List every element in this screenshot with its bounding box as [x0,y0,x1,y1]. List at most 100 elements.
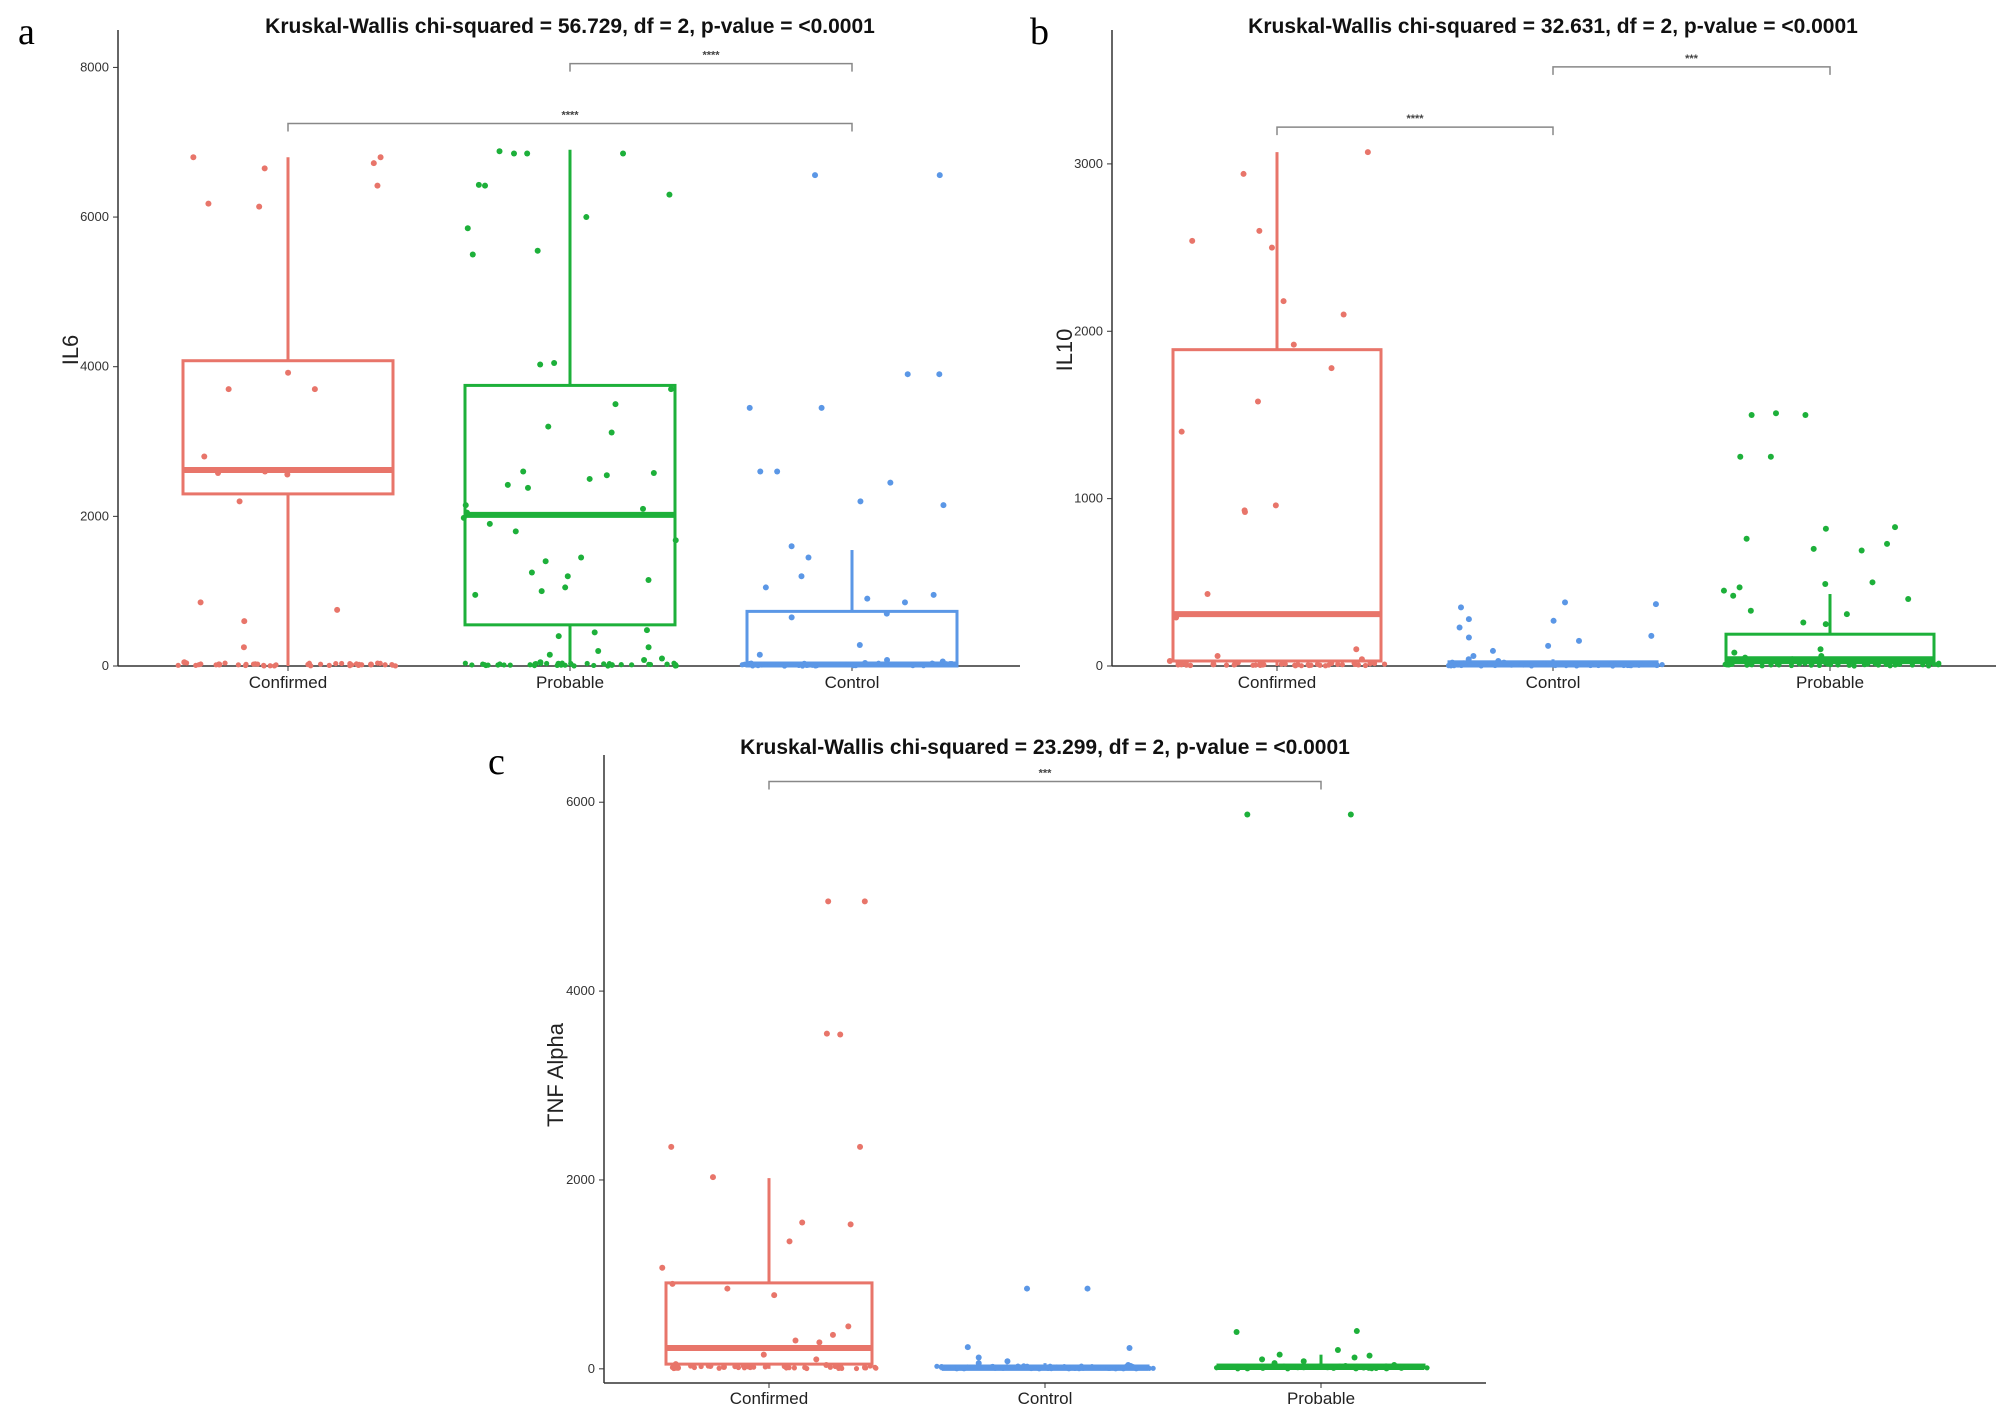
data-point-confirmed [1306,662,1312,669]
data-point-confirmed [311,386,318,393]
data-point-control [757,468,764,475]
data-point-confirmed [1223,662,1230,668]
data-point-probable [664,661,670,667]
data-point-probable [650,469,657,476]
data-point-probable [1383,1363,1389,1369]
data-point-control [755,662,762,669]
y-axis-label: TNF Alpha [543,1022,568,1127]
data-point-probable [1281,1363,1287,1369]
data-point-control [856,642,863,649]
panel-letter-b: b [1030,11,1049,53]
data-point-probable [1925,662,1931,668]
data-point-confirmed [829,1331,836,1338]
data-point-control [901,599,908,606]
data-point-probable [527,662,533,668]
data-point-confirmed [853,1365,860,1372]
data-point-control [1487,660,1493,666]
data-point-control [1130,1365,1136,1371]
data-point-control [1470,652,1477,659]
data-point-probable [1353,1328,1360,1335]
data-point-confirmed [762,1364,768,1370]
data-point-probable [472,591,479,598]
data-point-control [759,661,765,667]
data-point-control [1448,663,1454,669]
data-point-control [756,651,763,658]
data-point-confirmed [317,661,324,667]
y-tick-label: 0 [102,658,109,673]
data-point-probable [524,150,531,157]
data-point-confirmed [837,1031,844,1038]
data-point-confirmed [825,898,832,905]
y-tick-label: 2000 [80,508,109,523]
data-point-confirmed [845,1323,852,1330]
data-point-probable [591,629,598,636]
significance-label: *** [1685,53,1699,65]
data-point-probable [1809,661,1815,667]
data-point-probable [595,648,602,655]
data-point-control [930,591,937,598]
data-point-probable [1892,524,1899,531]
data-point-control [989,1363,996,1370]
data-point-control [1000,1365,1006,1371]
data-point-control [864,595,871,602]
data-point-control [887,479,894,486]
y-tick-label: 3000 [1074,156,1103,171]
data-point-confirmed [1328,365,1335,372]
data-point-control [805,554,812,561]
data-point-confirmed [1173,614,1180,621]
data-point-confirmed [784,1364,790,1370]
data-point-probable [1407,1364,1413,1371]
plot-title: Kruskal-Wallis chi-squared = 23.299, df … [740,736,1350,759]
data-point-control [1608,660,1615,667]
data-point-control [775,661,781,667]
data-point-control [1465,656,1472,663]
data-point-confirmed [716,1365,722,1371]
data-point-confirmed [1340,311,1347,318]
data-point-confirmed [382,662,388,668]
data-point-confirmed [190,154,197,161]
data-point-confirmed [668,1143,675,1150]
data-point-control [1465,634,1472,641]
significance-bracket [1276,126,1554,136]
data-point-probable [462,660,468,666]
data-point-probable [641,657,648,664]
data-point-control [1551,660,1557,667]
data-point-confirmed [1256,227,1263,234]
data-point-probable [618,662,624,668]
data-point-confirmed [225,386,232,393]
data-point-control [1562,599,1569,606]
data-point-probable [460,514,467,521]
data-point-confirmed [823,1362,830,1369]
data-point-confirmed [1358,656,1365,663]
data-point-probable [1822,621,1829,628]
data-point-confirmed [377,154,384,161]
box-confirmed [181,359,395,496]
data-point-confirmed [334,606,341,613]
data-point-confirmed [1240,170,1247,177]
data-point-probable [497,661,503,667]
data-point-control [809,662,816,668]
data-point-probable [1351,1354,1358,1361]
data-point-probable [1285,1366,1291,1372]
data-point-control [1495,657,1502,664]
data-point-probable [482,182,489,189]
data-point-probable [620,150,627,157]
data-point-control [1468,662,1475,668]
data-point-confirmed [243,661,249,667]
x-tick-label-control: Control [825,673,880,692]
data-point-confirmed [709,1174,716,1181]
data-point-probable [538,660,544,667]
data-point-probable [1259,1356,1266,1363]
data-point-probable [1835,662,1841,668]
data-point-probable [1774,661,1781,667]
data-point-control [1628,663,1634,669]
panel-letter-c: c [488,741,505,783]
data-point-confirmed [1261,662,1267,668]
data-point-control [1078,1363,1084,1369]
data-point-control [1575,662,1582,668]
data-point-probable [1731,649,1738,656]
data-point-confirmed [698,1363,704,1370]
data-point-confirmed [1253,662,1259,668]
data-point-probable [584,660,590,667]
data-point-probable [1822,580,1829,587]
